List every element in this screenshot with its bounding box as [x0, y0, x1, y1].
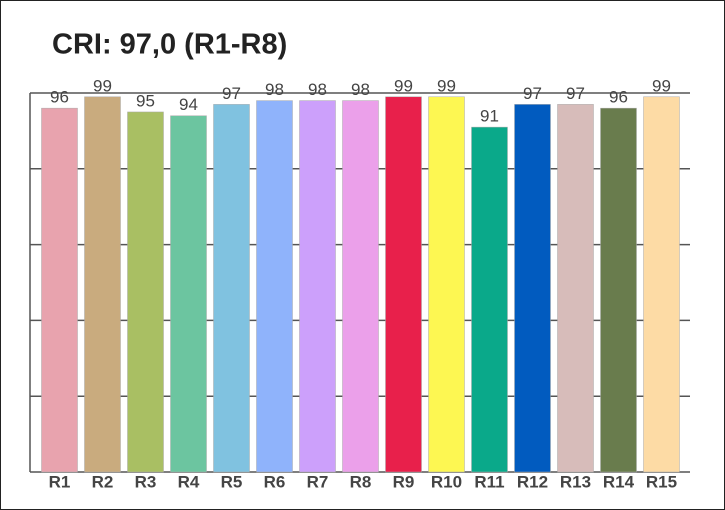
x-tick-label: R15 [646, 472, 677, 491]
value-label: 99 [93, 76, 112, 95]
value-label: 98 [265, 80, 284, 99]
x-tick-label: R5 [221, 472, 243, 491]
bar [84, 96, 121, 473]
bar [385, 96, 422, 473]
bar [41, 107, 78, 473]
bar [299, 100, 336, 473]
bar [514, 104, 551, 473]
x-tick-label: R9 [393, 472, 415, 491]
value-label: 97 [222, 84, 241, 103]
bar [600, 107, 637, 473]
x-tick-label: R4 [178, 472, 200, 491]
x-tick-label: R7 [307, 472, 329, 491]
bar [170, 115, 207, 473]
x-tick-label: R13 [560, 472, 591, 491]
x-tick-label: R6 [264, 472, 286, 491]
value-label: 99 [394, 76, 413, 95]
bar [127, 111, 164, 473]
value-label: 96 [609, 88, 628, 107]
bar [342, 100, 379, 473]
bar [428, 96, 465, 473]
x-tick-label: R3 [135, 472, 157, 491]
bar [213, 104, 250, 473]
x-tick-label: R2 [92, 472, 114, 491]
bar [256, 100, 293, 473]
value-label: 97 [523, 84, 542, 103]
value-label: 95 [136, 91, 155, 110]
chart-title: CRI: 97,0 (R1-R8) [52, 29, 287, 61]
bar [471, 126, 508, 473]
x-tick-label: R11 [474, 472, 504, 491]
x-tick-label: R1 [49, 472, 71, 491]
value-label: 91 [480, 107, 499, 126]
value-label: 96 [50, 88, 69, 107]
x-tick-label: R14 [603, 472, 635, 491]
value-label: 99 [437, 76, 456, 95]
value-label: 98 [351, 80, 370, 99]
value-label: 97 [566, 84, 585, 103]
x-tick-label: R10 [431, 472, 462, 491]
value-label: 99 [652, 76, 671, 95]
value-label: 98 [308, 80, 327, 99]
bar [557, 104, 594, 473]
value-label: 94 [179, 95, 198, 114]
x-tick-label: R8 [350, 472, 372, 491]
bar [643, 96, 680, 473]
x-tick-label: R12 [517, 472, 548, 491]
